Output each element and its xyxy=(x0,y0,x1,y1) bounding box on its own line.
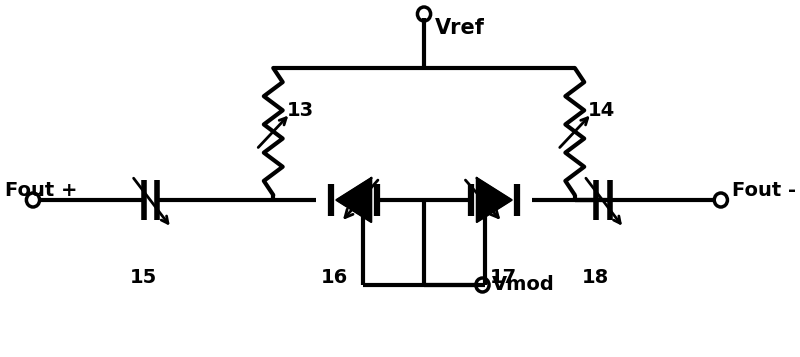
Text: 18: 18 xyxy=(582,268,609,287)
Text: 13: 13 xyxy=(286,101,314,120)
Text: Fout +: Fout + xyxy=(5,181,78,200)
Polygon shape xyxy=(336,178,371,222)
Text: 15: 15 xyxy=(130,268,157,287)
Text: 14: 14 xyxy=(588,101,615,120)
Text: Vmod: Vmod xyxy=(492,276,554,295)
Text: 16: 16 xyxy=(321,268,348,287)
Text: Vref: Vref xyxy=(435,18,486,38)
Text: 17: 17 xyxy=(490,268,517,287)
Text: Fout -: Fout - xyxy=(732,181,796,200)
Polygon shape xyxy=(477,178,512,222)
